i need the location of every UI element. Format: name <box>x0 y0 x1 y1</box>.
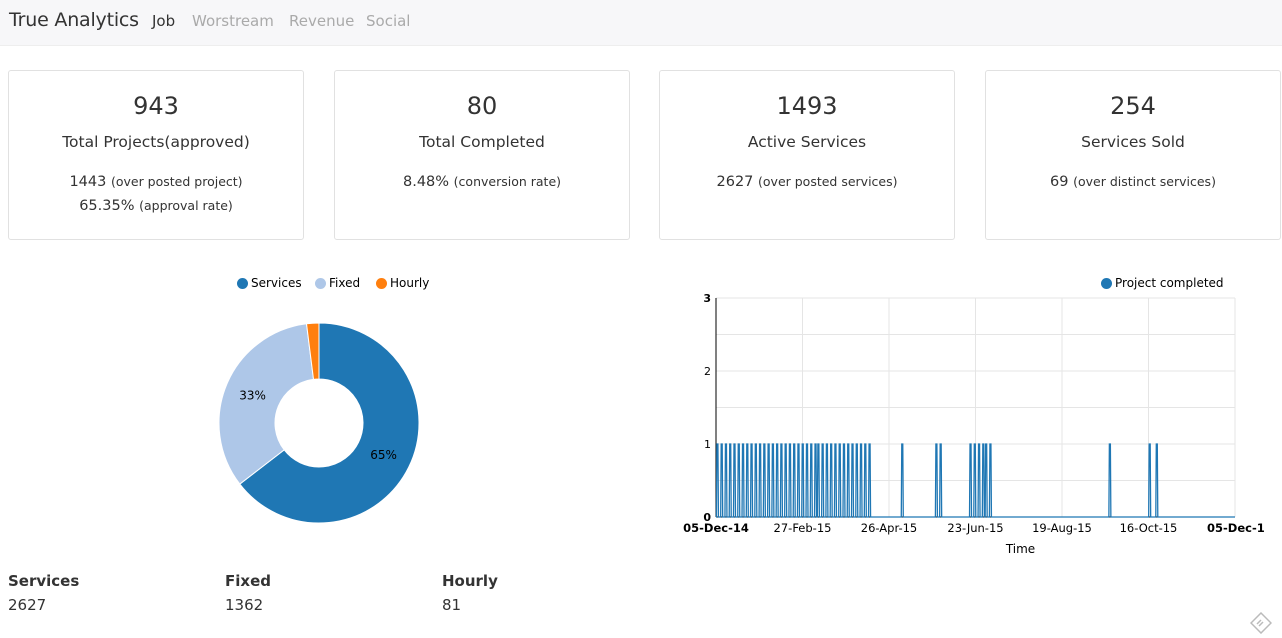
x-tick-label: 23-Jun-15 <box>947 521 1003 535</box>
card-line: 65.35% (approval rate) <box>9 198 303 214</box>
card-line-note: (over posted project) <box>110 174 243 189</box>
card-line-number: 2627 <box>716 174 754 190</box>
donut-slice-label: 33% <box>239 388 266 402</box>
donut-slice-fixed <box>218 323 315 485</box>
y-tick-label: 0 <box>703 511 711 524</box>
x-axis-label: Time <box>1005 542 1035 556</box>
card-line: 8.48% (conversion rate) <box>335 174 629 190</box>
card-title: Total Projects(approved) <box>62 133 250 151</box>
card-title: Services Sold <box>1081 133 1185 151</box>
legend-label: Hourly <box>390 276 430 290</box>
x-tick-label: 19-Aug-15 <box>1032 521 1092 535</box>
donut-slice-hourly <box>305 322 320 380</box>
feedback-icon[interactable] <box>1250 612 1272 634</box>
x-tick-label: 27-Feb-15 <box>774 521 832 535</box>
card-line-note: (approval rate) <box>139 198 233 213</box>
card-value: 254 <box>1110 92 1156 120</box>
legend-item-fixed[interactable]: Fixed <box>315 276 360 290</box>
card-line-note: (over posted services) <box>758 174 898 189</box>
x-tick-label: 26-Apr-15 <box>861 521 917 535</box>
donut-slice-services <box>239 322 420 524</box>
stat-value-hourly: 81 <box>442 596 462 614</box>
card-line-note: (conversion rate) <box>453 174 562 189</box>
card-line-number: 8.48% <box>402 174 450 190</box>
series-line-project-completed <box>715 443 1235 518</box>
nav-link-job[interactable]: Job <box>152 12 176 30</box>
y-tick-label: 1 <box>704 438 711 451</box>
stat-value-services: 2627 <box>8 596 47 614</box>
card-line-note: (over distinct services) <box>1073 174 1216 189</box>
card-value: 943 <box>133 92 179 120</box>
donut-chart: 65% 33% <box>218 322 420 524</box>
stat-label-fixed: Fixed <box>225 572 271 590</box>
card-total-projects: 943 Total Projects(approved) 1443 (over … <box>8 70 304 240</box>
line-chart: 0 1 2 3 05-Dec-14 27-Feb-15 26-Apr-15 23-Jun-15… <box>683 292 1265 556</box>
card-value: 1493 <box>776 92 838 120</box>
legend-dot-icon <box>376 277 387 289</box>
card-active-services: 1493 Active Services 2627 (over posted s… <box>659 70 955 240</box>
legend-item-project-completed[interactable]: Project completed <box>1101 276 1224 290</box>
nav-link-worstream[interactable]: Worstream <box>192 12 274 30</box>
card-line: 69 (over distinct services) <box>986 174 1280 190</box>
card-line: 1443 (over posted project) <box>9 174 303 190</box>
card-title: Total Completed <box>419 133 545 151</box>
donut-slice-label: 65% <box>370 448 397 462</box>
navbar: True Analytics Job Worstream Revenue Soc… <box>0 0 1282 46</box>
card-line: 2627 (over posted services) <box>660 174 954 190</box>
legend-dot-icon <box>237 277 248 289</box>
legend-label: Project completed <box>1115 276 1224 290</box>
stat-value-fixed: 1362 <box>225 596 264 614</box>
card-line-number: 69 <box>1050 174 1069 190</box>
nav-link-social[interactable]: Social <box>366 12 411 30</box>
legend-item-services[interactable]: Services <box>237 276 302 290</box>
y-tick-label: 3 <box>703 292 711 305</box>
legend-label: Services <box>251 276 302 290</box>
legend-dot-icon <box>1101 277 1112 289</box>
x-tick-label: 05-Dec-1 <box>1207 521 1265 535</box>
card-total-completed: 80 Total Completed 8.48% (conversion rat… <box>334 70 630 240</box>
stat-label-hourly: Hourly <box>442 572 498 590</box>
card-services-sold: 254 Services Sold 69 (over distinct serv… <box>985 70 1281 240</box>
x-tick-label: 05-Dec-14 <box>683 521 749 535</box>
legend-dot-icon <box>315 277 326 289</box>
card-value: 80 <box>466 92 498 120</box>
stat-label-services: Services <box>8 572 80 590</box>
card-line-number: 65.35% <box>79 198 135 214</box>
legend-label: Fixed <box>329 276 361 290</box>
legend-item-hourly[interactable]: Hourly <box>376 276 429 290</box>
y-tick-label: 2 <box>704 365 711 378</box>
card-line-number: 1443 <box>69 174 107 190</box>
card-title: Active Services <box>747 133 867 151</box>
brand-title[interactable]: True Analytics <box>9 9 139 31</box>
nav-link-revenue[interactable]: Revenue <box>289 12 355 30</box>
x-tick-label: 16-Oct-15 <box>1120 521 1178 535</box>
